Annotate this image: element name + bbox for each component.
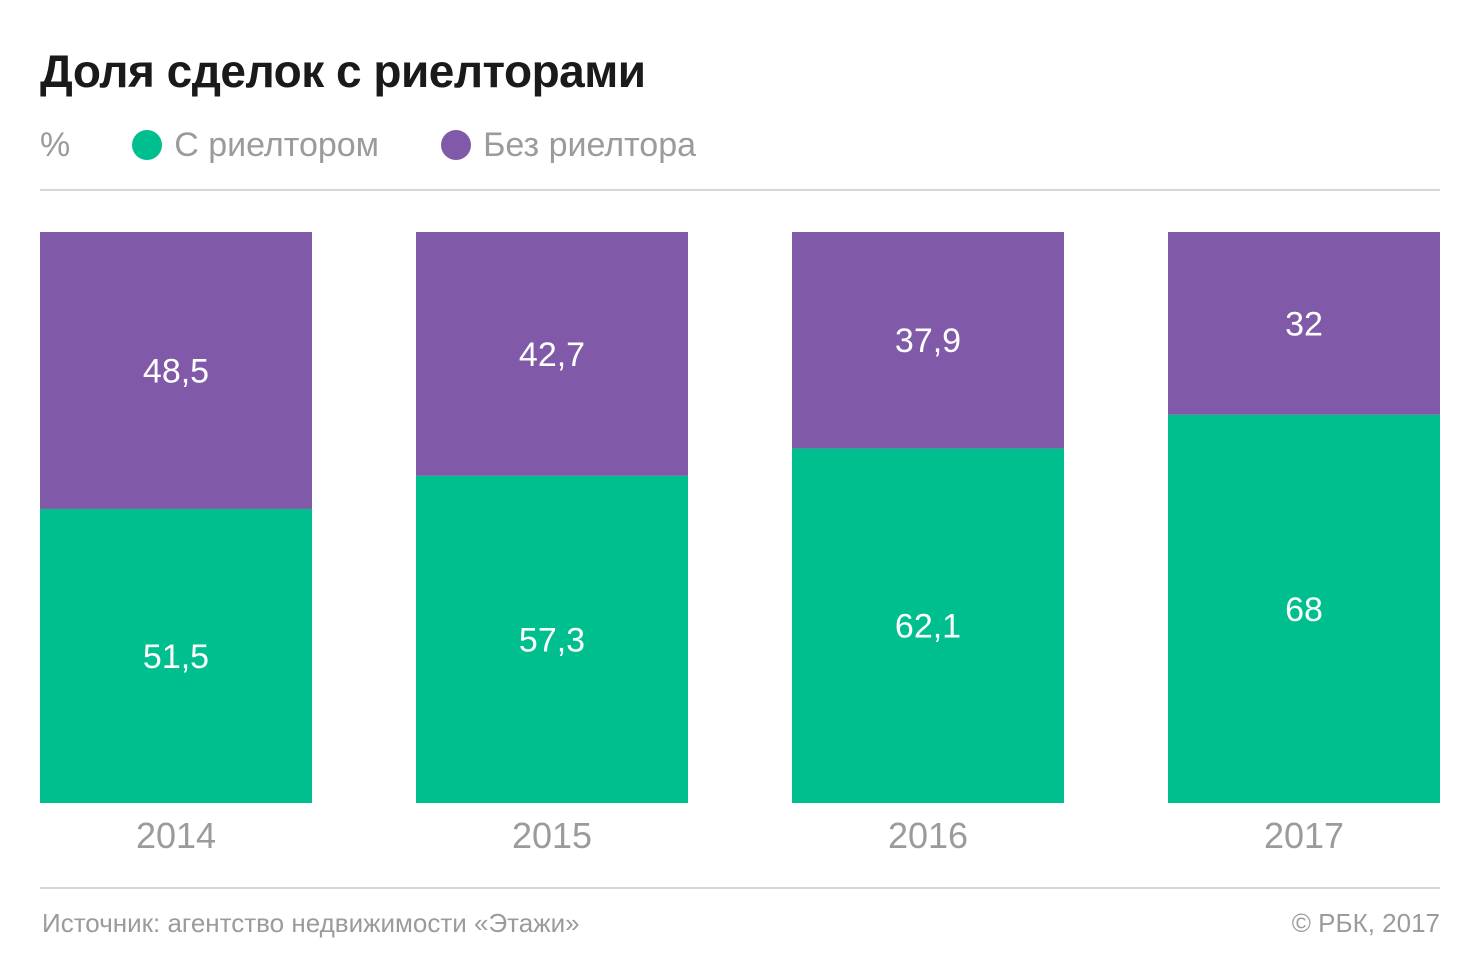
data-label-without-realtor-2017: 32 [1285, 305, 1323, 343]
data-label-without-realtor-2016: 37,9 [895, 322, 961, 360]
data-label-without-realtor-2014: 48,5 [143, 352, 209, 390]
legend-swatch-with-realtor [132, 130, 163, 160]
bar-without-realtor-2014 [40, 232, 312, 509]
bar-without-realtor-2017 [1168, 232, 1440, 415]
legend-item-without-realtor: Без риелтора [441, 126, 696, 165]
data-label-with-realtor-2017: 68 [1285, 591, 1323, 629]
data-label-with-realtor-2016: 62,1 [895, 608, 961, 646]
legend: % С риелтором Без риелтора [40, 122, 758, 168]
source-note: Источник: агентство недвижимости «Этажи» [42, 908, 580, 938]
data-label-with-realtor-2014: 51,5 [143, 638, 209, 676]
x-tick-label-2014: 2014 [136, 815, 216, 856]
bar-with-realtor-2015 [416, 475, 688, 803]
copyright: © РБК, 2017 [1291, 908, 1440, 938]
bottom-divider [40, 887, 1440, 889]
data-label-without-realtor-2015: 42,7 [519, 336, 585, 374]
bar-without-realtor-2016 [792, 232, 1064, 449]
bar-with-realtor-2014 [40, 508, 312, 803]
legend-swatch-without-realtor [441, 130, 472, 160]
legend-item-with-realtor: С риелтором [132, 126, 379, 165]
x-tick-label-2017: 2017 [1264, 815, 1344, 856]
bar-with-realtor-2016 [792, 448, 1064, 803]
legend-label-without-realtor: Без риелтора [483, 125, 697, 164]
x-tick-label-2015: 2015 [512, 815, 592, 856]
legend-label-with-realtor: С риелтором [174, 125, 380, 164]
unit-label: % [40, 125, 71, 164]
top-divider [40, 189, 1440, 191]
x-tick-label-2016: 2016 [888, 815, 968, 856]
bar-without-realtor-2015 [416, 232, 688, 476]
chart-title: Доля сделок с риелторами [40, 45, 646, 97]
bar-with-realtor-2017 [1168, 414, 1440, 803]
data-label-with-realtor-2015: 57,3 [519, 621, 585, 659]
